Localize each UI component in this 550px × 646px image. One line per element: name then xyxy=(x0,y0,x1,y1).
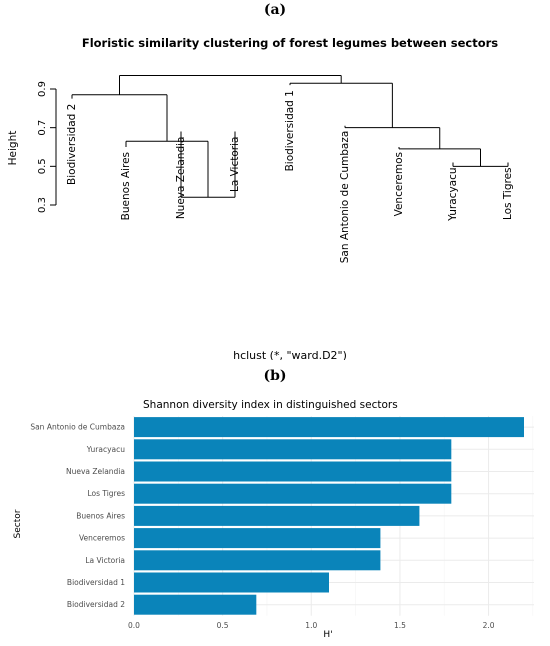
y-tick-label: 0.7 xyxy=(37,120,48,136)
y-tick-label: 0.3 xyxy=(37,197,48,213)
category-label: Biodiversidad 2 xyxy=(67,600,125,609)
x-tick-label: 0.0 xyxy=(128,621,140,630)
bar-chart-bars xyxy=(134,417,524,615)
bar-chart-category-labels: San Antonio de Cumbaza Yuracyacu Nueva Zel… xyxy=(30,423,125,610)
category-label: Buenos Aires xyxy=(76,511,125,520)
bar-chart-x-tick-labels: 0.0 0.5 1.0 1.5 2.0 xyxy=(128,621,495,630)
x-tick-label: 0.5 xyxy=(217,621,229,630)
category-label: Venceremos xyxy=(79,534,125,543)
x-tick-label: 2.0 xyxy=(483,621,495,630)
dendrogram-branches xyxy=(71,74,509,198)
category-label: Yuracyacu xyxy=(86,445,125,454)
bar-chart-title: Shannon diversity index in distinguished… xyxy=(143,399,398,411)
category-label: Biodiversidad 1 xyxy=(67,578,125,587)
bar xyxy=(134,594,257,615)
x-tick-label: 1.5 xyxy=(394,621,406,630)
shannon-bar-chart: Shannon diversity index in distinguished… xyxy=(13,399,534,640)
dendrogram-y-label: Height xyxy=(7,131,19,166)
bar xyxy=(134,461,452,482)
bar xyxy=(134,550,381,571)
bar xyxy=(134,483,452,504)
leaf-label: San Antonio de Cumbaza xyxy=(339,131,351,264)
category-label: San Antonio de Cumbaza xyxy=(30,423,125,432)
bar-chart-y-label: Sector xyxy=(13,509,23,538)
y-tick-label: 0.9 xyxy=(37,81,48,97)
x-tick-label: 1.0 xyxy=(305,621,317,630)
y-tick-label: 0.5 xyxy=(37,158,48,174)
dendrogram-y-axis: 0.3 0.5 0.7 0.9 xyxy=(37,81,57,213)
leaf-label: Biodiversidad 2 xyxy=(66,104,78,185)
dendrogram-leaf-labels: Biodiversidad 2 Buenos Aires Nueva Zelandi… xyxy=(66,90,514,263)
panel-label-b: (b) xyxy=(263,368,287,384)
bar xyxy=(134,528,381,549)
leaf-label: Biodiversidad 1 xyxy=(284,90,296,171)
bar xyxy=(134,417,524,438)
bar xyxy=(134,439,452,460)
category-label: Nueva Zelandia xyxy=(66,467,125,476)
leaf-label: Yuracyacu xyxy=(447,167,459,221)
dendrogram-title: Floristic similarity clustering of fores… xyxy=(82,36,498,50)
category-label: La Victoria xyxy=(85,556,125,565)
leaf-label: Venceremos xyxy=(393,152,405,216)
leaf-label: Buenos Aires xyxy=(120,152,132,220)
leaf-label: Los Tigres xyxy=(502,167,514,220)
bar-chart-x-label: H' xyxy=(323,630,332,640)
category-label: Los Tigres xyxy=(87,489,125,498)
bar xyxy=(134,505,420,526)
dendrogram-x-label: hclust (*, "ward.D2") xyxy=(233,349,347,360)
bar xyxy=(134,572,329,593)
dendrogram-chart: Floristic similarity clustering of fores… xyxy=(7,36,514,360)
leaf-label: La Victoria xyxy=(229,137,241,192)
leaf-label: Nueva Zelandia xyxy=(175,137,187,220)
panel-label-a: (a) xyxy=(263,2,287,18)
